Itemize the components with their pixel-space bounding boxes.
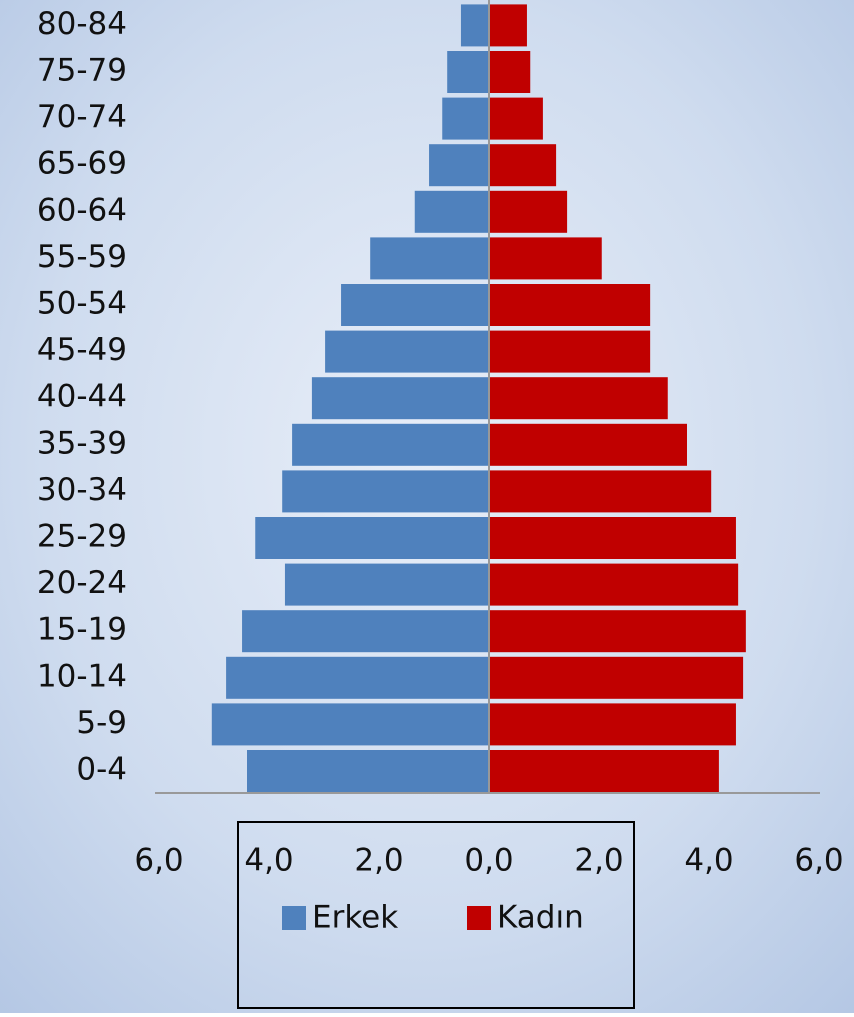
- bar: [247, 750, 489, 792]
- bar: [489, 98, 543, 140]
- y-tick-label: 70-74: [37, 99, 127, 135]
- y-tick-label: 60-64: [37, 192, 127, 228]
- bar: [212, 703, 489, 745]
- y-tick-label: 40-44: [37, 379, 127, 415]
- bar: [489, 517, 736, 559]
- bar: [282, 470, 489, 512]
- y-tick-label: 45-49: [37, 332, 127, 368]
- bar: [242, 610, 489, 652]
- bar: [285, 564, 489, 606]
- bar: [489, 331, 650, 373]
- bar: [489, 51, 530, 93]
- legend-swatch: [282, 906, 306, 930]
- y-tick-label: 25-29: [37, 519, 127, 555]
- y-tick-label: 50-54: [37, 286, 127, 322]
- bar: [341, 284, 489, 326]
- bar: [489, 237, 602, 279]
- y-tick-label: 0-4: [76, 752, 127, 788]
- bar: [447, 51, 489, 93]
- bar: [489, 470, 711, 512]
- bar: [489, 377, 668, 419]
- y-tick-label: 80-84: [37, 6, 127, 42]
- x-tick-label: 4,0: [244, 843, 293, 879]
- chart: 0-4 5-9 10-14 15-19 20-24 25-29 30-34 35-39 40-4…: [0, 0, 854, 1013]
- y-tick-label: 20-24: [37, 565, 127, 601]
- legend-swatch: [467, 906, 491, 930]
- y-tick-label: 10-14: [37, 658, 127, 694]
- x-tick-label: 6,0: [794, 843, 843, 879]
- bar: [255, 517, 489, 559]
- x-tick-label: 4,0: [684, 843, 733, 879]
- bar: [489, 703, 736, 745]
- y-tick-label: 30-34: [37, 472, 127, 508]
- legend-label: Kadın: [497, 900, 584, 936]
- bar: [489, 657, 743, 699]
- x-tick-label: 6,0: [134, 843, 183, 879]
- x-tick-label: 2,0: [354, 843, 403, 879]
- bar: [325, 331, 489, 373]
- x-tick-label: 2,0: [574, 843, 623, 879]
- x-tick-label: 0,0: [464, 843, 513, 879]
- bar: [489, 750, 719, 792]
- bar: [489, 610, 746, 652]
- y-tick-label: 65-69: [37, 146, 127, 182]
- y-tick-label: 75-79: [37, 53, 127, 89]
- bar: [292, 424, 489, 466]
- bar: [489, 4, 527, 46]
- bar: [429, 144, 489, 186]
- bar: [461, 4, 489, 46]
- y-tick-label: 35-39: [37, 425, 127, 461]
- bar: [489, 564, 738, 606]
- bar: [489, 424, 687, 466]
- y-tick-label: 5-9: [76, 705, 127, 741]
- bar: [489, 284, 650, 326]
- y-tick-label: 15-19: [37, 612, 127, 648]
- bar: [489, 191, 567, 233]
- y-tick-label: 55-59: [37, 239, 127, 275]
- bar: [415, 191, 489, 233]
- legend-label: Erkek: [312, 900, 398, 936]
- bar: [442, 98, 489, 140]
- bar: [312, 377, 489, 419]
- bar: [370, 237, 489, 279]
- bar: [226, 657, 489, 699]
- bar: [489, 144, 556, 186]
